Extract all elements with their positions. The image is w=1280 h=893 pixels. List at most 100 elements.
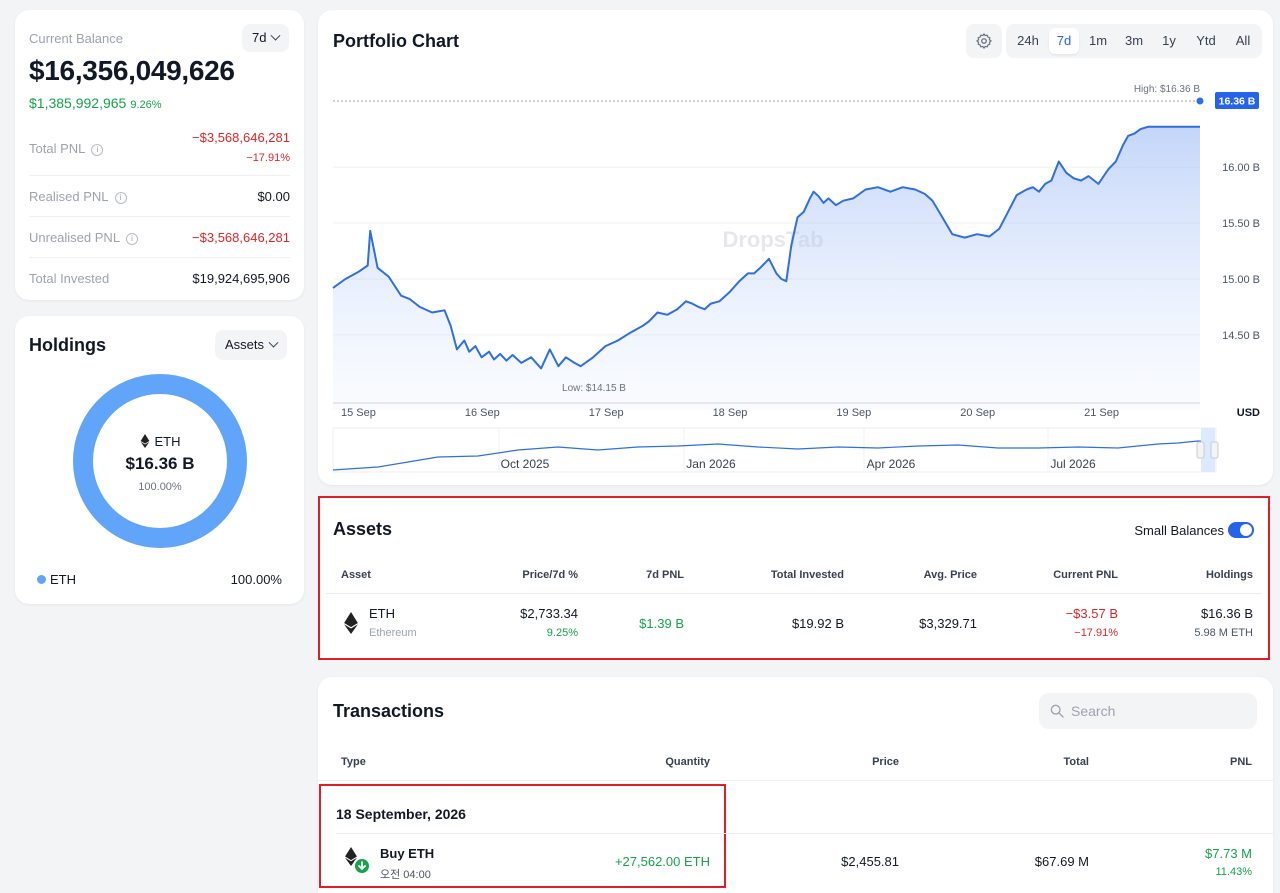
asset-holdings-value: $16.36 B [1200,606,1253,621]
current-point [1196,97,1204,105]
legend-color-dot [37,575,46,584]
holdings-card: Holdings Assets ETH $16.36 B 100.00% ETH… [15,316,304,604]
y-tick-label: 16.00 B [1222,162,1260,174]
time-range-selector: 24h 7d 1m 3m 1y Ytd All [1006,24,1262,58]
col-7d-pnl[interactable]: 7d PNL [646,569,684,581]
holdings-view-dropdown[interactable]: Assets [215,330,288,360]
chart-navigator[interactable]: Oct 2025 Jan 2026 Apr 2026 Jul 2026 [332,427,1219,473]
x-tick-label: 15 Sep [341,407,376,419]
chart-series-line [332,125,1200,370]
balance-card: Current Balance 7d $16,356,049,626 $1,38… [15,10,304,300]
high-label: High: $16.36 B [1134,84,1200,95]
holdings-view-label: Assets [225,337,265,352]
assets-title: Assets [333,519,393,539]
navigator-selection[interactable] [1201,428,1215,472]
chart-settings-button[interactable] [966,24,1002,58]
asset-symbol: ETH [369,606,395,621]
col-current-pnl[interactable]: Current PNL [1053,569,1118,581]
navigator-label: Oct 2025 [501,457,550,471]
holdings-title: Holdings [29,335,106,355]
col-pnl[interactable]: PNL [1230,756,1252,768]
y-tick-label: 14.50 B [1222,330,1260,342]
col-type[interactable]: Type [341,756,366,768]
transactions-card: Transactions Type Quantity Price Total P… [318,677,1273,893]
currency-label: USD [1237,407,1260,419]
total-pnl-label: Total PNL [29,141,86,156]
asset-7d-pnl: $1.39 B [639,616,684,631]
asset-name: Ethereum [369,627,417,639]
total-invested-label: Total Invested [29,271,110,286]
range-24h[interactable]: 24h [1017,33,1039,48]
y-tick-label: 15.50 B [1222,218,1260,230]
col-total-invested[interactable]: Total Invested [770,569,844,581]
range-3m[interactable]: 3m [1124,33,1144,48]
realised-pnl-value: $0.00 [257,189,290,204]
range-all[interactable]: All [1235,33,1251,48]
donut-center-symbol: ETH [154,434,181,449]
asset-price: $2,733.34 [520,606,578,621]
navigator-series-line [332,440,1216,471]
range-7d[interactable]: 7d [1049,28,1079,54]
portfolio-area-chart[interactable]: DropsTab High: $16.36 B Low: $14.15 B 16… [318,10,1273,485]
period-dropdown[interactable]: 7d [242,24,290,52]
toggle-knob [1240,524,1252,536]
y-tick-label: 15.00 B [1222,274,1260,286]
balance-change: $1,385,992,965 9.26% [29,95,162,111]
info-icon[interactable]: i [91,144,104,156]
table-divider [336,833,1273,834]
range-1m[interactable]: 1m [1088,33,1108,48]
assets-card: Assets Small Balances Asset Price/7d % 7… [318,496,1270,660]
holdings-donut-chart[interactable]: ETH $16.36 B 100.00% [73,374,247,548]
navigator-handle-right[interactable] [1210,441,1219,459]
chevron-down-icon [271,30,281,41]
current-balance-label: Current Balance [29,31,123,46]
navigator-label: Jul 2026 [1050,457,1096,471]
col-asset[interactable]: Asset [341,569,371,581]
asset-current-pnl: −$3.57 B [1065,606,1118,621]
tx-price: $2,455.81 [841,854,899,869]
range-1y[interactable]: 1y [1162,33,1176,48]
date-group-header: 18 September, 2026 [336,806,466,822]
col-total[interactable]: Total [1063,756,1089,768]
legend-label: ETH [50,572,76,587]
col-price[interactable]: Price [872,756,899,768]
realised-pnl-row: Realised PNL i $0.00 [29,176,290,217]
legend-pct: 100.00% [230,572,282,587]
navigator-handle-left[interactable] [1196,441,1205,459]
info-icon[interactable]: i [114,192,127,204]
asset-current-pnl-pct: −17.91% [1074,627,1118,639]
navigator-frame [332,427,1217,473]
donut-center-pct: 100.00% [138,481,182,493]
x-tick-label: 17 Sep [589,407,624,419]
x-tick-label: 21 Sep [1084,407,1119,419]
range-ytd[interactable]: Ytd [1196,33,1216,48]
chart-area-fill [333,126,1200,411]
ethereum-icon [140,434,149,448]
current-balance-value: $16,356,049,626 [29,55,235,86]
transactions-title: Transactions [333,701,445,721]
tx-quantity: +27,562.00 ETH [614,854,710,869]
search-box[interactable] [1039,693,1257,729]
col-holdings[interactable]: Holdings [1205,569,1253,581]
asset-total-invested: $19.92 B [791,616,844,631]
tx-pnl: $7.73 M [1205,846,1252,861]
low-label: Low: $14.15 B [562,383,626,394]
current-value-badge [1215,92,1259,109]
tx-total: $67.69 M [1034,854,1089,869]
col-price-7d[interactable]: Price/7d % [522,569,578,581]
table-divider [326,593,1262,594]
small-balances-toggle[interactable] [1228,522,1254,538]
search-input[interactable] [1071,693,1251,729]
balance-change-value: $1,385,992,965 [29,95,127,111]
x-tick-label: 19 Sep [836,407,871,419]
small-balances-label: Small Balances [1134,523,1224,538]
total-invested-value: $19,924,695,906 [192,271,290,286]
ethereum-icon [344,612,358,634]
info-icon[interactable]: i [126,233,139,245]
col-quantity[interactable]: Quantity [665,756,710,768]
col-avg-price[interactable]: Avg. Price [923,569,977,581]
gear-icon [976,33,992,49]
realised-pnl-label: Realised PNL [29,189,109,204]
total-pnl-value: −$3,568,646,281 [192,130,290,145]
total-pnl-pct: −17.91% [246,152,290,164]
